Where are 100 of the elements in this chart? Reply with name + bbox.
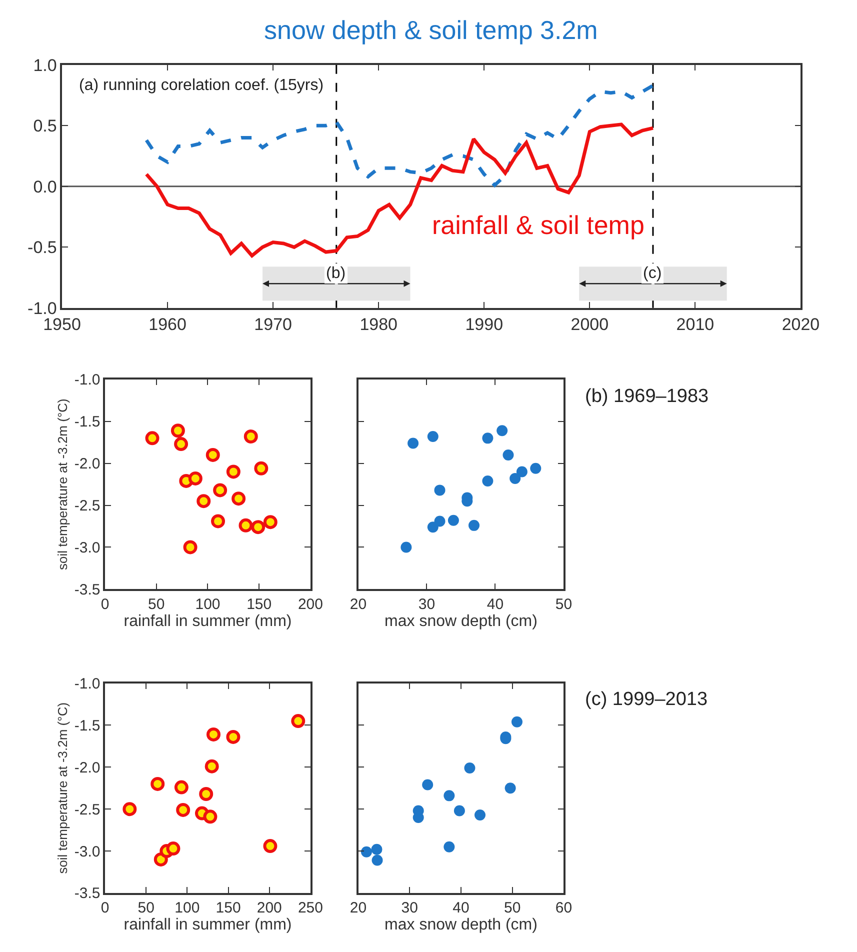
point [174,780,188,794]
point [504,782,516,794]
x-tick-label: 100 [195,596,220,613]
line-series [144,122,655,258]
y-tick-label: -3.5 [74,885,100,902]
y-tick-label: -3.5 [74,581,100,598]
point [454,805,465,816]
annotation: (a) running corelation coef. (15yrs) [79,77,324,94]
x-tick-label: 2020 [782,315,820,334]
point [170,424,185,438]
point [226,464,240,479]
y-tick-label: -2.5 [74,801,100,818]
point [145,431,160,446]
x-tick-label: 60 [555,900,572,917]
y-axis-title: soil temperature at -3.2m (°C) [54,702,70,874]
x-tick-label: 2000 [570,315,609,334]
point [166,842,180,856]
point [427,522,438,533]
x-tick-label: 1970 [254,315,292,334]
x-tick-label: 100 [174,900,200,917]
y-tick-label: -2.0 [74,456,100,473]
point [254,461,268,476]
point [434,516,446,527]
point [434,484,446,496]
point [530,462,542,474]
point [496,425,508,436]
point [203,810,218,824]
point [482,475,494,486]
point [176,802,190,817]
y-tick-label: -1.0 [28,298,57,318]
x-tick-label: 150 [246,596,272,613]
x-tick-label: 50 [555,596,572,613]
point [372,854,383,866]
point [196,494,211,508]
point [204,759,219,774]
y-tick-label: -0.5 [28,238,57,258]
x-tick-label: 20 [350,900,367,917]
y-tick-label: 0.0 [33,177,57,196]
x-tick-label: 1950 [43,315,81,334]
y-tick-label: -3.0 [74,539,100,556]
y-tick-label: 0.5 [33,116,57,136]
point [444,841,455,852]
point [263,515,278,530]
y-tick-label: -1.0 [74,676,100,693]
point [251,520,266,534]
x-axis-title: rainfall in summer (mm) [124,612,292,630]
point [502,449,514,460]
y-tick-label: -1.5 [74,414,100,431]
band-label: (c) [643,265,662,282]
y-axis-title: soil temperature at -3.2m (°C) [54,398,70,570]
point [408,438,419,449]
point [474,809,486,820]
x-tick-label: 0 [100,596,110,613]
point [183,540,198,554]
x-tick-label: 2010 [676,315,714,334]
point [232,492,246,506]
x-tick-label: 200 [298,596,323,613]
y-tick-label: -2.5 [74,498,100,515]
y-tick-label: -1.5 [74,717,100,734]
point [360,846,372,858]
x-tick-label: 0 [100,900,110,917]
y-tick-label: -2.0 [74,759,100,776]
band-label: (b) [326,265,346,282]
point [427,431,438,442]
point [448,514,459,526]
point [511,716,522,728]
x-tick-label: 50 [148,596,165,613]
x-tick-label: 30 [401,900,418,917]
point [206,448,220,462]
x-tick-label: 40 [452,900,470,917]
point [516,466,528,478]
point [226,730,240,744]
point [510,472,521,484]
x-axis-title: max snow depth (cm) [384,916,538,934]
point [211,514,226,528]
point [199,787,214,802]
point [464,762,476,774]
point [482,432,494,444]
series-label: rainfall & soil temp [432,210,644,240]
point [174,437,188,452]
x-tick-label: 1990 [465,315,504,334]
y-tick-label: -3.0 [74,843,100,860]
x-tick-label: 20 [350,596,367,613]
x-tick-label: 30 [418,596,436,613]
point [422,779,434,790]
point [371,844,382,855]
y-tick-label: 1.0 [33,56,57,75]
x-tick-label: 1980 [360,315,398,334]
x-tick-label: 250 [298,900,323,917]
point [444,790,455,802]
point [122,802,137,816]
x-axis-title: max snow depth (cm) [384,612,538,630]
x-tick-label: 1960 [148,315,186,334]
x-axis-title: rainfall in summer (mm) [124,916,292,934]
point [468,520,480,531]
y-tick-label: -1.0 [74,372,100,389]
point [150,776,165,791]
point [206,727,220,742]
series-label: snow depth & soil temp 3.2m [264,15,598,45]
point [244,430,258,444]
